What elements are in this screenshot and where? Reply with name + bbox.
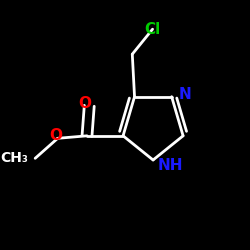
Text: N: N: [178, 87, 191, 102]
Text: O: O: [78, 96, 91, 111]
Text: NH: NH: [158, 158, 183, 172]
Text: Cl: Cl: [144, 22, 161, 37]
Text: CH₃: CH₃: [0, 151, 28, 165]
Text: O: O: [49, 128, 62, 143]
